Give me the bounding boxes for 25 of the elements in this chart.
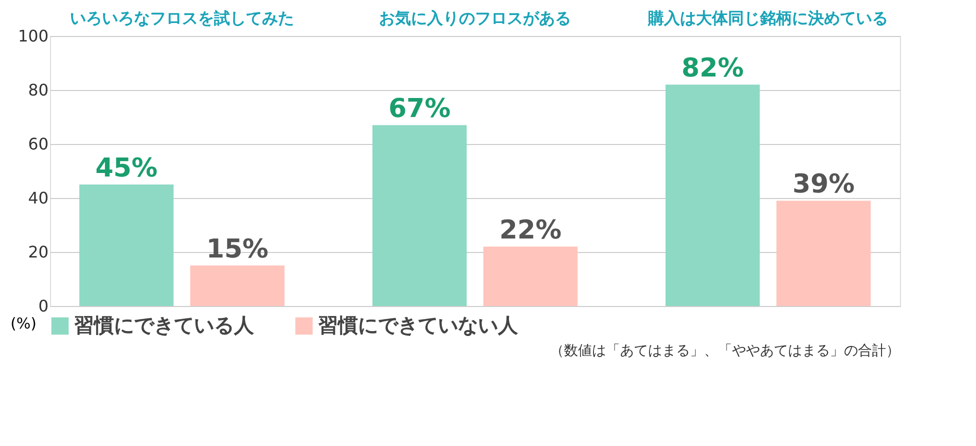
x-tick-label: いろいろなフロスを試してみた	[70, 8, 294, 28]
data-label: 22%	[499, 216, 562, 246]
text: （数値は「あてはまる」、「ややあてはまる」の合計）	[550, 343, 900, 359]
data-label: 39%	[792, 170, 855, 200]
bar	[190, 266, 284, 306]
y-tick-label: 60	[28, 134, 48, 154]
legend-label: 習慣にできていない人	[318, 313, 519, 337]
data-label: 67%	[388, 94, 451, 124]
data-label: 15%	[206, 234, 268, 264]
y-tick-label: 40	[28, 188, 48, 208]
data-label: 82%	[682, 54, 744, 84]
bar	[666, 84, 760, 306]
bar	[372, 125, 467, 306]
x-tick-label: お気に入りのフロスがある	[379, 8, 571, 28]
y-tick-label: 0	[38, 296, 48, 316]
y-axis-title: (%)	[10, 314, 36, 332]
bar	[776, 200, 871, 306]
x-tick-label: 購入は大体同じ銘柄に決めている	[647, 8, 888, 28]
legend-label: 習慣にできている人	[74, 313, 255, 337]
y-tick-label: 80	[28, 80, 48, 100]
y-tick-label: 100	[18, 26, 48, 46]
data-label: 45%	[95, 154, 158, 184]
bar	[483, 246, 578, 306]
bar	[79, 184, 174, 306]
y-tick-label: 20	[28, 242, 48, 262]
